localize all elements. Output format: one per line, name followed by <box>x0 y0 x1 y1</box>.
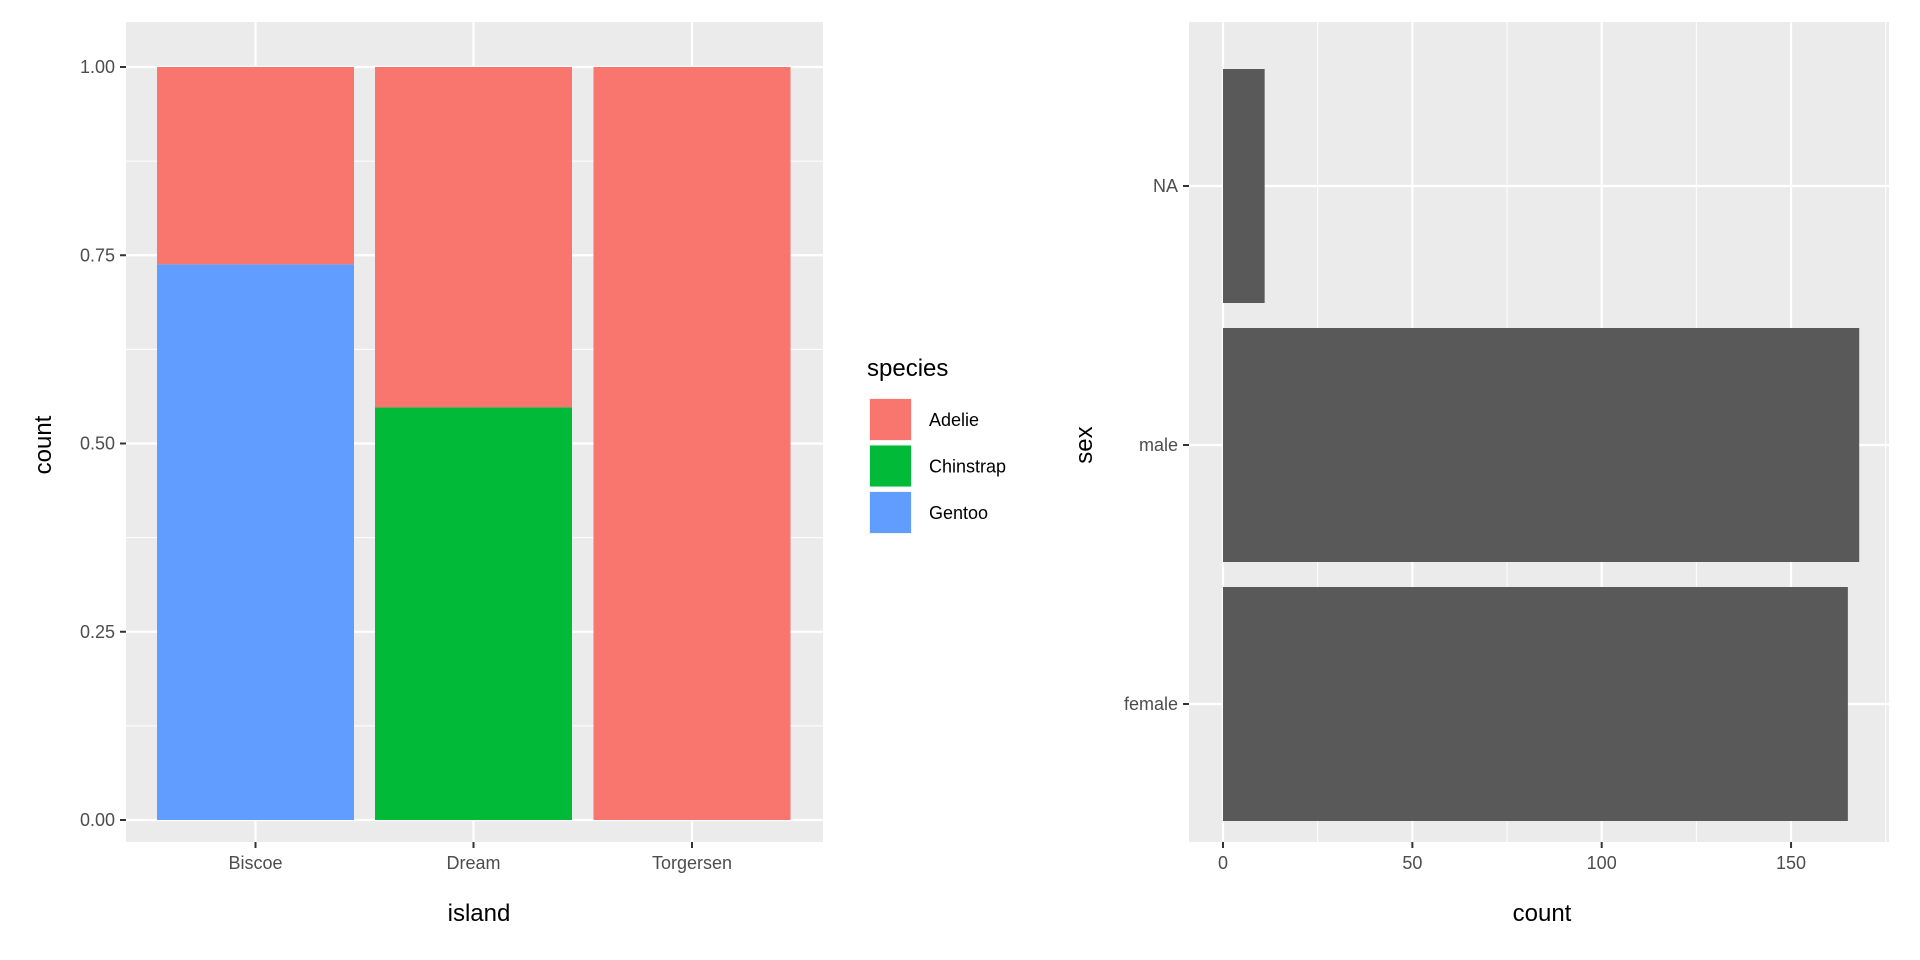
x-tick-label: 0 <box>1218 853 1228 873</box>
y-tick-label: NA <box>1153 176 1178 196</box>
x-tick-label: Torgersen <box>652 853 732 873</box>
legend-title: species <box>867 355 948 382</box>
legend-key-adelie <box>870 399 911 440</box>
bar-biscoe-gentoo <box>157 264 354 820</box>
bar-male <box>1223 328 1860 562</box>
legend-label: Adelie <box>929 410 979 430</box>
bar-female <box>1223 587 1848 821</box>
x-tick-label: 50 <box>1402 853 1422 873</box>
bar-biscoe-adelie <box>157 67 354 265</box>
y-tick-label: 1.00 <box>80 57 115 77</box>
legend-species: species Adelie Chinstrap Gentoo <box>867 355 1006 534</box>
y-tick-label: 0.25 <box>80 622 115 642</box>
x-tick-label: 150 <box>1776 853 1806 873</box>
y-tick-label: 0.50 <box>80 434 115 454</box>
bar-dream-chinstrap <box>375 407 572 820</box>
y-axis-title: count <box>30 415 57 474</box>
bar-na <box>1223 69 1265 303</box>
bar-dream-adelie <box>375 67 572 408</box>
y-axis-title: sex <box>1071 426 1098 463</box>
y-tick-label: female <box>1124 694 1178 714</box>
y-tick-label: 0.00 <box>80 810 115 830</box>
x-tick-label: 100 <box>1587 853 1617 873</box>
bar-chart-sex: female male NA 0 50 100 150 count sex <box>1071 22 1889 927</box>
x-tick-label: Biscoe <box>228 853 282 873</box>
legend-label: Chinstrap <box>929 457 1006 477</box>
x-tick-label: Dream <box>446 853 500 873</box>
x-axis-title: island <box>448 900 511 927</box>
bar-torgersen-adelie <box>593 67 791 820</box>
legend-key-gentoo <box>870 492 911 533</box>
legend-label: Gentoo <box>929 503 988 523</box>
fill-bar-chart-island: 0.00 0.25 0.50 0.75 1.00 Biscoe Dream Torgersen… <box>30 22 823 927</box>
legend-key-chinstrap <box>870 445 911 487</box>
y-tick-label: male <box>1139 435 1178 455</box>
y-tick-label: 0.75 <box>80 245 115 265</box>
x-axis-title: count <box>1513 900 1572 927</box>
